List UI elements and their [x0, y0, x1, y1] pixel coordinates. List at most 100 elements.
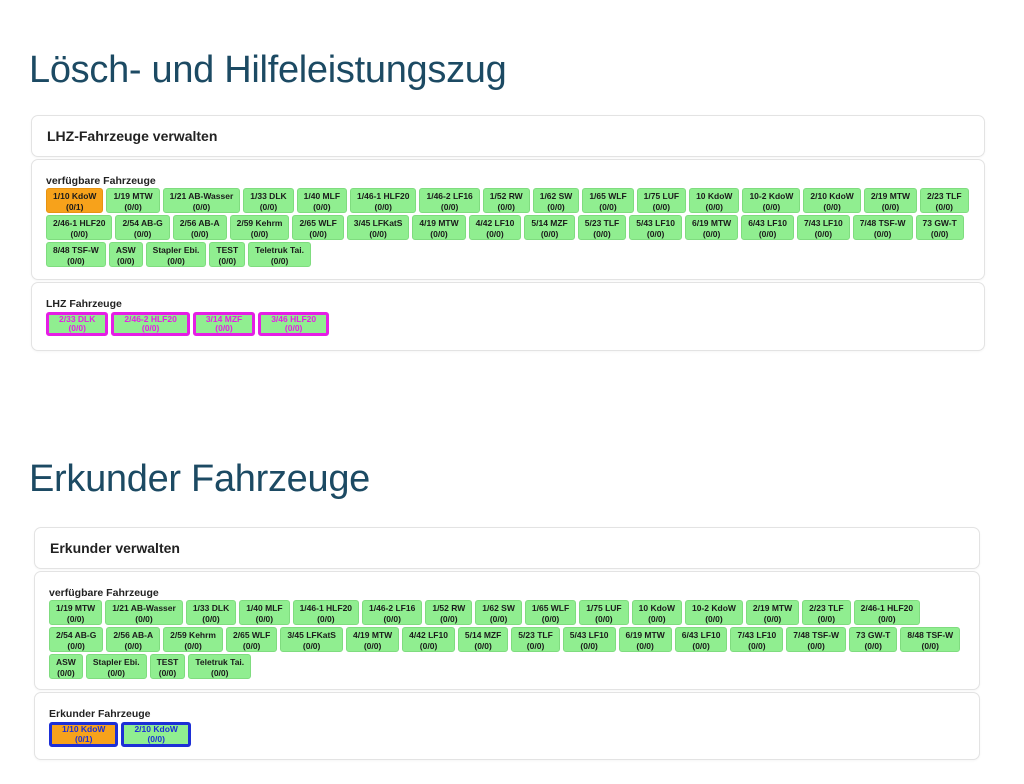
vehicle-tile[interactable]: 2/54 AB-G (0/0) — [115, 215, 170, 240]
vehicle-tile[interactable]: 1/65 WLF (0/0) — [582, 188, 634, 213]
vehicle-count: (0/0) — [636, 640, 654, 651]
vehicle-count: (0/0) — [190, 228, 209, 239]
vehicle-count: (0/0) — [705, 201, 723, 212]
vehicle-count: (0/0) — [497, 201, 515, 212]
vehicle-tile[interactable]: Teletruk Tai. (0/0) — [188, 654, 252, 679]
vehicle-tile[interactable]: 5/23 TLF (0/0) — [511, 627, 560, 652]
vehicle-tile[interactable]: 2/46-1 HLF20 (0/0) — [853, 600, 921, 625]
vehicle-tile[interactable]: 2/59 Kehrm (0/0) — [229, 215, 290, 240]
vehicle-tile[interactable]: 2/19 MTW (0/0) — [745, 600, 800, 625]
vehicle-count: (0/0) — [211, 667, 229, 678]
vehicle-tile[interactable]: 3/45 LFKatS (0/0) — [280, 627, 343, 652]
vehicle-tile[interactable]: 1/52 RW (0/0) — [425, 600, 473, 625]
vehicle-tile[interactable]: 3/14 MZF (0/0) — [192, 312, 256, 336]
vehicle-tile[interactable]: 2/10 KdoW (0/0) — [121, 722, 191, 747]
vehicle-tile[interactable]: 6/19 MTW (0/0) — [684, 215, 739, 240]
vehicle-tile[interactable]: 1/33 DLK (0/0) — [243, 188, 294, 213]
vehicle-tile[interactable]: Stapler Ebi. (0/0) — [85, 654, 147, 679]
vehicle-tile[interactable]: 5/43 LF10 (0/0) — [562, 627, 616, 652]
vehicle-tile[interactable]: 6/43 LF10 (0/0) — [674, 627, 728, 652]
vehicle-tile[interactable]: 2/56 AB-A (0/0) — [106, 627, 161, 652]
vehicle-tile[interactable]: 1/40 MLF (0/0) — [296, 188, 348, 213]
vehicle-tile[interactable]: TEST (0/0) — [209, 242, 246, 267]
vehicle-tile[interactable]: 2/65 WLF (0/0) — [226, 627, 278, 652]
vehicle-tile[interactable]: 7/43 LF10 (0/0) — [730, 627, 784, 652]
vehicle-tile[interactable]: 4/42 LF10 (0/0) — [402, 627, 455, 652]
vehicle-tile[interactable]: 1/19 MTW (0/0) — [49, 600, 103, 625]
vehicle-tile[interactable]: 2/19 MTW (0/0) — [863, 188, 918, 213]
vehicle-name: 1/33 DLK — [250, 191, 287, 201]
vehicle-tile[interactable]: 1/62 SW (0/0) — [475, 600, 522, 625]
vehicle-tile[interactable]: 1/46-2 LF16 (0/0) — [362, 600, 423, 625]
vehicle-name: 1/65 WLF — [589, 191, 627, 201]
vehicle-count: (0/0) — [67, 640, 85, 651]
vehicle-tile[interactable]: 1/46-1 HLF20 (0/0) — [350, 188, 417, 213]
vehicle-name: 10-2 KdoW — [692, 603, 736, 613]
vehicle-count: (0/0) — [67, 255, 85, 266]
vehicle-tile[interactable]: TEST (0/0) — [149, 654, 186, 679]
vehicle-count: (0/0) — [873, 228, 892, 239]
vehicle-tile[interactable]: 2/10 KdoW (0/0) — [803, 188, 861, 213]
vehicle-tile[interactable]: 4/19 MTW (0/0) — [412, 215, 466, 240]
vehicle-tile[interactable]: 73 GW-T (0/0) — [915, 215, 964, 240]
vehicle-tile[interactable]: 8/48 TSF-W (0/0) — [900, 627, 961, 652]
vehicle-name: TEST — [156, 657, 179, 667]
vehicle-tile[interactable]: 2/56 AB-A (0/0) — [172, 215, 227, 240]
vehicle-tile[interactable]: 1/75 LUF (0/0) — [579, 600, 629, 625]
vehicle-tile[interactable]: 1/75 LUF (0/0) — [636, 188, 687, 213]
vehicle-tile[interactable]: 10 KdoW (0/0) — [689, 188, 740, 213]
vehicle-tile[interactable]: 2/33 DLK (0/0) — [46, 312, 109, 336]
vehicle-tile[interactable]: 1/46-1 HLF20 (0/0) — [292, 600, 360, 625]
vehicle-tile[interactable]: 73 GW-T (0/0) — [849, 627, 898, 652]
vehicle-count: (0/0) — [921, 640, 939, 651]
vehicle-tile[interactable]: 10-2 KdoW (0/0) — [685, 600, 743, 625]
vehicle-count: (0/0) — [930, 228, 949, 239]
vehicle-tile[interactable]: 5/14 MZF (0/0) — [524, 215, 575, 240]
vehicle-tile[interactable]: 8/48 TSF-W (0/0) — [46, 242, 106, 267]
vehicle-tile[interactable]: 5/14 MZF (0/0) — [457, 627, 509, 652]
vehicle-count: (0/0) — [141, 323, 160, 333]
vehicle-tile[interactable]: 2/65 WLF (0/0) — [292, 215, 344, 240]
vehicle-tile[interactable]: 10 KdoW (0/0) — [631, 600, 682, 625]
vehicle-name: 5/14 MZF — [531, 218, 568, 228]
vehicle-count: (0/0) — [158, 667, 177, 678]
vehicle-tile[interactable]: 1/19 MTW (0/0) — [106, 188, 160, 213]
vehicle-tile[interactable]: 2/59 Kehrm (0/0) — [163, 627, 223, 652]
vehicle-tile[interactable]: 2/23 TLF (0/0) — [920, 188, 969, 213]
vehicle-tile[interactable]: 5/43 LF10 (0/0) — [629, 215, 682, 240]
vehicle-tile[interactable]: 1/10 KdoW (0/1) — [49, 722, 119, 747]
vehicle-name: Stapler Ebi. — [152, 245, 200, 255]
vehicle-tile[interactable]: 2/23 TLF (0/0) — [802, 600, 851, 625]
vehicle-tile[interactable]: Stapler Ebi. (0/0) — [145, 242, 207, 267]
vehicle-tile[interactable]: 1/52 RW (0/0) — [482, 188, 530, 213]
vehicle-tile[interactable]: 7/48 TSF-W (0/0) — [786, 627, 847, 652]
vehicle-tile[interactable]: 1/21 AB-Wasser (0/0) — [105, 600, 183, 625]
vehicle-tile[interactable]: 1/40 MLF (0/0) — [239, 600, 290, 625]
vehicle-tile[interactable]: 1/10 KdoW (0/1) — [46, 188, 104, 213]
vehicle-tile[interactable]: 2/54 AB-G (0/0) — [49, 627, 104, 652]
vehicle-tile[interactable]: 1/46-2 LF16 (0/0) — [419, 188, 480, 213]
vehicle-tile[interactable]: 2/46-1 HLF20 (0/0) — [46, 215, 113, 240]
vehicle-tile[interactable]: 6/43 LF10 (0/0) — [741, 215, 794, 240]
vehicle-tile[interactable]: 1/21 AB-Wasser (0/0) — [162, 188, 241, 213]
vehicle-count: (0/0) — [748, 640, 766, 651]
lhz-available-card: verfügbare Fahrzeuge 1/10 KdoW (0/1) 1/19 … — [31, 159, 985, 280]
vehicle-tile[interactable]: 4/19 MTW (0/0) — [345, 627, 400, 652]
vehicle-name: ASW — [115, 245, 136, 255]
vehicle-tile[interactable]: 10-2 KdoW (0/0) — [742, 188, 801, 213]
vehicle-tile[interactable]: 3/46 HLF20 (0/0) — [258, 312, 330, 336]
vehicle-tile[interactable]: 1/65 WLF (0/0) — [524, 600, 577, 625]
vehicle-tile[interactable]: 4/42 LF10 (0/0) — [468, 215, 522, 240]
vehicle-count: (0/0) — [218, 255, 237, 266]
vehicle-tile[interactable]: 7/43 LF10 (0/0) — [796, 215, 850, 240]
vehicle-tile[interactable]: 1/62 SW (0/0) — [532, 188, 580, 213]
vehicle-tile[interactable]: 7/48 TSF-W (0/0) — [852, 215, 913, 240]
vehicle-tile[interactable]: 6/19 MTW (0/0) — [618, 627, 672, 652]
vehicle-tile[interactable]: ASW (0/0) — [108, 242, 143, 267]
vehicle-tile[interactable]: 1/33 DLK (0/0) — [185, 600, 237, 625]
vehicle-tile[interactable]: 2/46-2 HLF20 (0/0) — [111, 312, 190, 336]
vehicle-tile[interactable]: 5/23 TLF (0/0) — [577, 215, 627, 240]
vehicle-tile[interactable]: Teletruk Tai. (0/0) — [248, 242, 311, 267]
vehicle-tile[interactable]: 3/45 LFKatS (0/0) — [346, 215, 410, 240]
vehicle-tile[interactable]: ASW (0/0) — [49, 654, 83, 679]
